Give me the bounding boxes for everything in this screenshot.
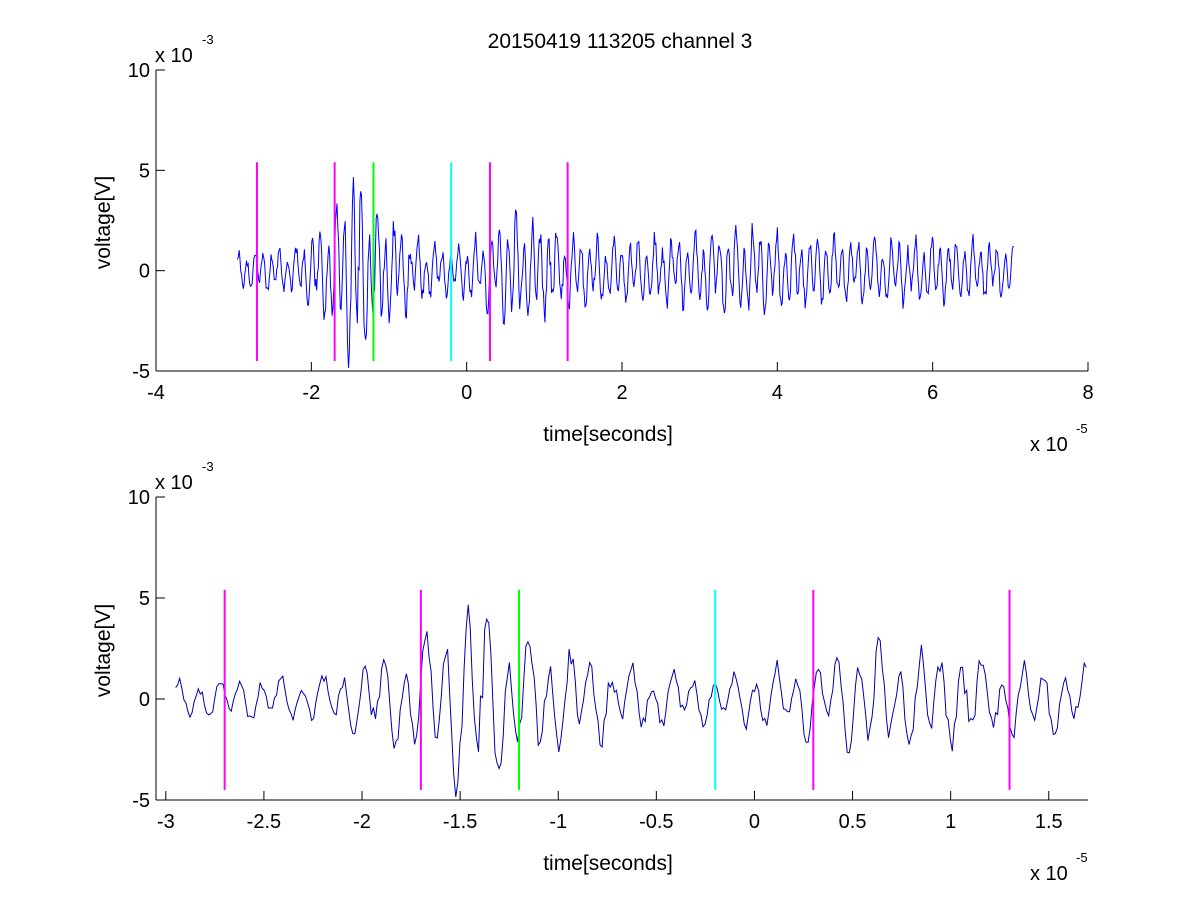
x-tick-label: 0 — [749, 811, 760, 833]
y-exponent: -3 — [202, 32, 214, 47]
x-tick-label: -4 — [147, 382, 165, 404]
x-tick-label: 8 — [1082, 382, 1093, 404]
x-tick-label: -2.5 — [247, 811, 281, 833]
x-tick-label: -3 — [157, 811, 175, 833]
y-exponent-label: x 10 — [155, 45, 193, 67]
x-exponent-label: x 10 — [1030, 863, 1068, 885]
x-tick-label: 4 — [772, 382, 783, 404]
y-tick-label: -5 — [132, 361, 150, 383]
x-tick-label: -2 — [353, 811, 371, 833]
y-tick-label: 0 — [139, 261, 150, 283]
x-tick-label: 2 — [616, 382, 627, 404]
bottom-plot: -5 0 5 10 -3 -2.5 -2 -1.5 -1 -0.5 0 0.5 1 1.5 time[sec… — [92, 459, 1088, 885]
x-tick-label: 6 — [927, 382, 938, 404]
y-axis-label: voltage[V] — [92, 604, 115, 697]
x-tick-label: 1.5 — [1035, 811, 1063, 833]
x-tick-label: 1 — [945, 811, 956, 833]
y-tick-label: 5 — [139, 160, 150, 182]
y-tick-label: -5 — [132, 790, 150, 812]
x-exponent: -5 — [1076, 421, 1088, 436]
signal-line — [175, 604, 1087, 797]
x-tick-label: 0.5 — [839, 811, 867, 833]
x-exponent: -5 — [1076, 850, 1088, 865]
x-axis-label: time[seconds] — [543, 852, 673, 875]
x-axis-label: time[seconds] — [543, 423, 673, 446]
x-exponent-label: x 10 — [1030, 434, 1068, 456]
y-tick-label: 5 — [139, 588, 150, 610]
y-exponent: -3 — [202, 459, 214, 474]
x-tick-label: -0.5 — [639, 811, 673, 833]
y-tick-label: 10 — [128, 487, 150, 509]
top-plot: -5 0 5 10 -4 -2 0 2 4 6 8 time[seconds] voltage[V] x … — [92, 32, 1094, 456]
x-tick-label: -1 — [549, 811, 567, 833]
x-tick-label: -2 — [302, 382, 320, 404]
x-tick-label: -1.5 — [443, 811, 477, 833]
y-exponent-label: x 10 — [155, 472, 193, 494]
y-axis-label: voltage[V] — [92, 176, 115, 269]
y-tick-label: 0 — [139, 689, 150, 711]
figure-title: 20150419 113205 channel 3 — [488, 30, 753, 53]
y-tick-label: 10 — [128, 60, 150, 82]
signal-line — [237, 177, 1015, 368]
x-tick-label: 0 — [461, 382, 472, 404]
